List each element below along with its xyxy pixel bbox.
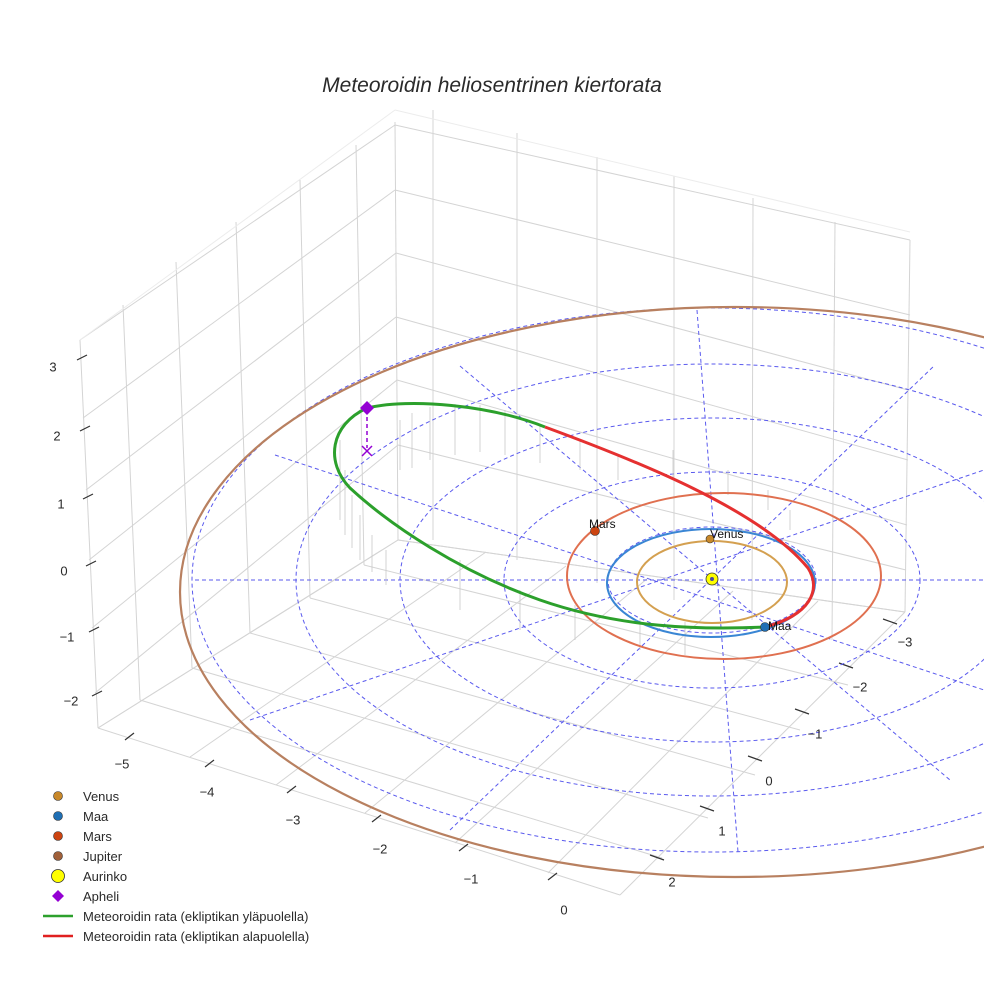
apheli-diamond-icon — [360, 401, 374, 415]
legend-item-orbit-above: Meteoroidin rata (ekliptikan yläpuolella… — [36, 906, 309, 926]
legend-label: Aurinko — [83, 868, 128, 884]
x-tick-label: −2 — [372, 841, 388, 857]
legend-label: Maa — [83, 808, 109, 824]
y-tick-label: −3 — [897, 634, 913, 650]
legend-item-jupiter: Jupiter — [36, 846, 309, 866]
maa-label: Maa — [768, 619, 792, 633]
legend-label: Meteoroidin rata (ekliptikan alapuolella… — [83, 928, 310, 944]
polar-reference-grid — [191, 307, 984, 853]
x-tick-label: −5 — [114, 756, 130, 772]
circle-marker-icon — [53, 831, 63, 841]
y-tick-label: −2 — [852, 679, 868, 695]
x-tick-label: −4 — [199, 784, 215, 800]
chart-title: Meteoroidin heliosentrinen kiertorata — [322, 74, 662, 97]
legend: Venus Maa Mars Jupiter Aurinko Apheli Me… — [36, 786, 309, 946]
mars-marker — [590, 526, 600, 536]
meteoroid-orbit-above-ecliptic — [333, 402, 766, 630]
legend-label: Mars — [83, 828, 112, 844]
circle-marker-icon — [53, 851, 63, 861]
x-tick-label: −1 — [463, 871, 479, 887]
line-icon — [43, 934, 73, 938]
mars-label: Mars — [589, 517, 616, 531]
x-tick-label: −3 — [285, 812, 301, 828]
legend-item-orbit-below: Meteoroidin rata (ekliptikan alapuolella… — [36, 926, 309, 946]
z-tick-label: −2 — [63, 693, 79, 709]
z-tick-label: 1 — [57, 496, 65, 512]
meteoroid-orbit-below-ecliptic — [544, 425, 816, 629]
legend-label: Venus — [83, 788, 120, 804]
circle-marker-icon — [53, 791, 63, 801]
line-icon — [43, 914, 73, 918]
y-tick-label: 2 — [668, 874, 676, 890]
legend-item-aurinko: Aurinko — [36, 866, 309, 886]
mars-orbit — [566, 492, 882, 660]
apheli-projection-x-icon — [361, 445, 373, 457]
legend-item-venus: Venus — [36, 786, 309, 806]
z-tick-label: 0 — [60, 563, 68, 579]
legend-label: Apheli — [83, 888, 120, 904]
z-tick-label: 3 — [49, 359, 57, 375]
y-tick-label: −1 — [807, 726, 823, 742]
y-tick-label: 0 — [765, 773, 773, 789]
axes-box — [79, 109, 911, 896]
diamond-marker-icon — [52, 890, 64, 902]
circle-marker-icon — [53, 811, 63, 821]
venus-label: Venus — [710, 527, 743, 541]
sun-core-marker — [710, 577, 714, 581]
legend-item-mars: Mars — [36, 826, 309, 846]
z-tick-label: 2 — [53, 428, 61, 444]
y-tick-label: 1 — [718, 823, 726, 839]
legend-item-apheli: Apheli — [36, 886, 309, 906]
legend-item-maa: Maa — [36, 806, 309, 826]
axis-tick-marks — [76, 354, 898, 881]
maa-marker — [760, 622, 770, 632]
venus-marker — [705, 534, 715, 544]
jupiter-orbit — [179, 305, 984, 879]
sun-marker-icon — [51, 869, 65, 883]
x-tick-label: 0 — [560, 902, 568, 918]
legend-label: Meteoroidin rata (ekliptikan yläpuolella… — [83, 908, 309, 924]
z-tick-label: −1 — [59, 629, 75, 645]
legend-label: Jupiter — [83, 848, 123, 864]
